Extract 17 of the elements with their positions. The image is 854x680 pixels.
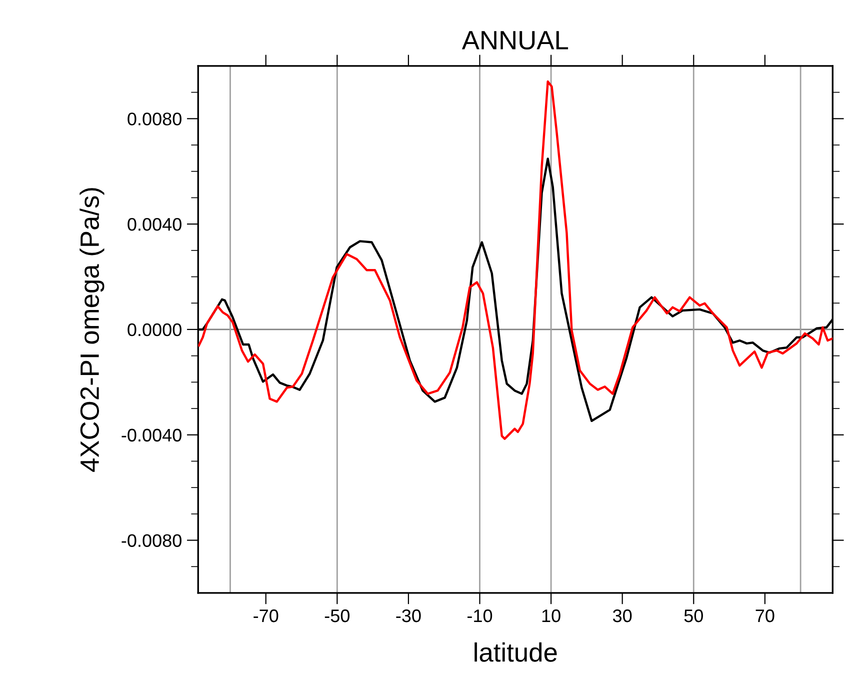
x-tick-label: 50: [684, 609, 703, 622]
y-axis-title: 4XCO2-PI omega (Pa/s): [80, 188, 104, 472]
chart-title: ANNUAL: [462, 31, 568, 50]
x-tick-label: 10: [542, 609, 560, 622]
y-tick-label: -0.0080: [122, 534, 182, 547]
y-tick-label: 0.0080: [128, 112, 182, 126]
x-tick-label: -30: [396, 609, 421, 622]
x-tick-label: -10: [467, 609, 492, 622]
y-tick-label: -0.0040: [122, 428, 182, 442]
y-tick-label: 0.0000: [128, 323, 182, 336]
x-tick-label: 70: [756, 609, 774, 622]
x-axis-title: latitude: [474, 642, 557, 662]
line-series: [198, 80, 833, 440]
x-tick-label: 30: [612, 609, 632, 622]
y-tick-label: 0.0040: [128, 218, 182, 231]
x-tick-label: -50: [324, 609, 350, 622]
x-tick-label: -70: [254, 609, 278, 622]
